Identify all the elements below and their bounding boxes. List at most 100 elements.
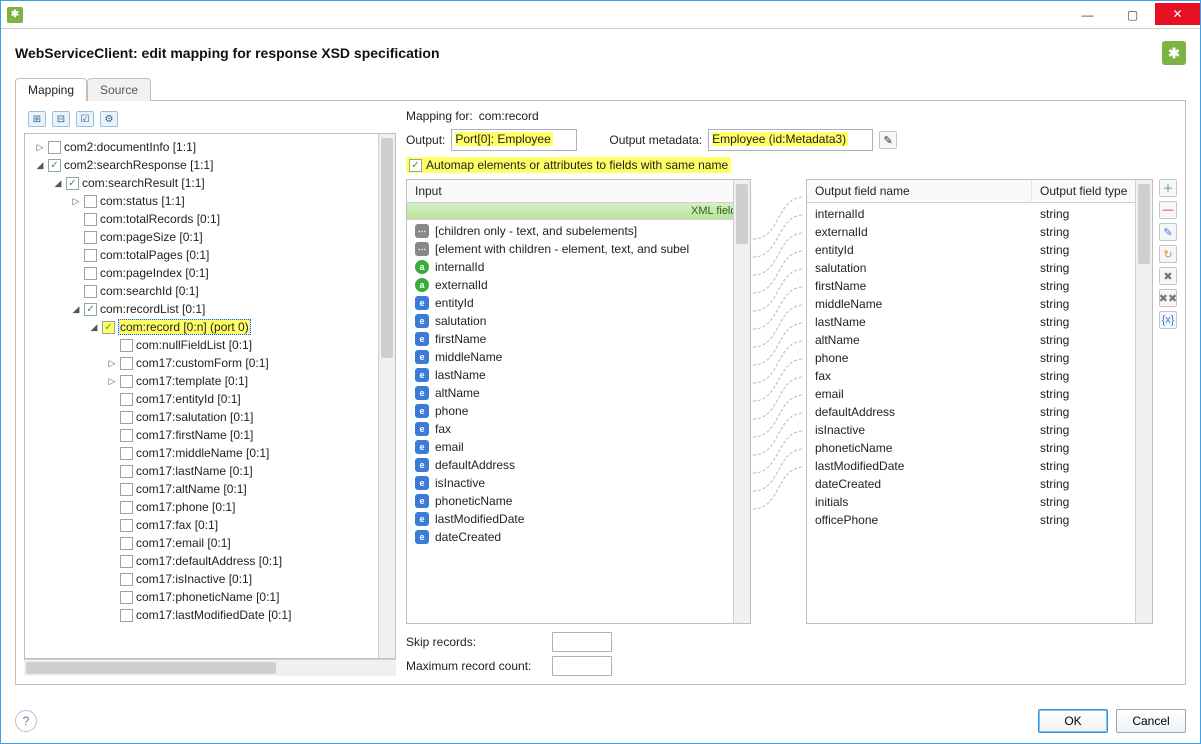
input-item[interactable]: firstName (407, 330, 750, 348)
tree-node[interactable]: com17:phone [0:1] (29, 498, 391, 516)
output-row[interactable]: lastModifiedDatestring (807, 457, 1152, 475)
tree-node[interactable]: ◢com:recordList [0:1] (29, 300, 391, 318)
input-item[interactable]: email (407, 438, 750, 456)
tree-node[interactable]: com:pageSize [0:1] (29, 228, 391, 246)
input-item[interactable]: phone (407, 402, 750, 420)
tab-mapping[interactable]: Mapping (15, 78, 87, 101)
input-item[interactable]: lastModifiedDate (407, 510, 750, 528)
max-input[interactable] (552, 656, 612, 676)
output-row[interactable]: altNamestring (807, 331, 1152, 349)
tree-container[interactable]: ▷com2:documentInfo [1:1]◢com2:searchResp… (24, 133, 396, 659)
tree-checkbox[interactable] (120, 537, 133, 550)
input-item[interactable]: [children only - text, and subelements] (407, 222, 750, 240)
ok-button[interactable]: OK (1038, 709, 1108, 733)
tree-node[interactable]: com17:isInactive [0:1] (29, 570, 391, 588)
tree-checkbox[interactable] (120, 609, 133, 622)
tree-node[interactable]: com17:altName [0:1] (29, 480, 391, 498)
tree-checkbox[interactable] (120, 591, 133, 604)
tree-checkbox[interactable] (84, 285, 97, 298)
input-item[interactable]: internalId (407, 258, 750, 276)
tree-node[interactable]: com17:entityId [0:1] (29, 390, 391, 408)
tree-checkbox[interactable] (120, 555, 133, 568)
check-all-button[interactable]: ☑ (76, 111, 94, 127)
collapse-all-button[interactable]: ⊟ (52, 111, 70, 127)
tree-checkbox[interactable] (48, 159, 61, 172)
tree-node[interactable]: ▷com:status [1:1] (29, 192, 391, 210)
automap-checkbox[interactable] (409, 159, 422, 172)
disclose-icon[interactable]: ▷ (107, 358, 117, 369)
tree-node[interactable]: com17:fax [0:1] (29, 516, 391, 534)
tree-node[interactable]: ◢com:record [0:n] (port 0) (29, 318, 391, 336)
disclose-icon[interactable]: ▷ (35, 142, 45, 153)
input-item[interactable]: lastName (407, 366, 750, 384)
tree-node[interactable]: com:totalPages [0:1] (29, 246, 391, 264)
tree-checkbox[interactable] (66, 177, 79, 190)
tree-node[interactable]: com17:email [0:1] (29, 534, 391, 552)
output-row[interactable]: officePhonestring (807, 511, 1152, 529)
tree-node[interactable]: com:searchId [0:1] (29, 282, 391, 300)
maximize-button[interactable]: ▢ (1110, 4, 1155, 26)
tree-checkbox[interactable] (120, 411, 133, 424)
output-select[interactable]: Port[0]: Employee (451, 129, 577, 151)
disclose-icon[interactable]: ◢ (35, 160, 45, 171)
help-button[interactable]: ? (15, 710, 37, 732)
output-row[interactable]: salutationstring (807, 259, 1152, 277)
tree-node[interactable]: com17:middleName [0:1] (29, 444, 391, 462)
tree-checkbox[interactable] (84, 213, 97, 226)
input-item[interactable]: altName (407, 384, 750, 402)
output-row[interactable]: phoneticNamestring (807, 439, 1152, 457)
tree-checkbox[interactable] (120, 465, 133, 478)
tree-node[interactable]: ▷com17:customForm [0:1] (29, 354, 391, 372)
input-item[interactable]: salutation (407, 312, 750, 330)
tree-checkbox[interactable] (48, 141, 61, 154)
output-row[interactable]: emailstring (807, 385, 1152, 403)
tree-checkbox[interactable] (120, 357, 133, 370)
tree-node[interactable]: com17:lastName [0:1] (29, 462, 391, 480)
tree-node[interactable]: ▷com17:template [0:1] (29, 372, 391, 390)
disclose-icon[interactable]: ◢ (89, 322, 99, 333)
tree-node[interactable]: com:nullFieldList [0:1] (29, 336, 391, 354)
tree-node[interactable]: com:totalRecords [0:1] (29, 210, 391, 228)
tree-node[interactable]: com:pageIndex [0:1] (29, 264, 391, 282)
tree-checkbox[interactable] (84, 249, 97, 262)
input-list[interactable]: Input XML fields [children only - text, … (406, 179, 751, 624)
tree-node[interactable]: ▷com2:documentInfo [1:1] (29, 138, 391, 156)
tree-node[interactable]: ◢com2:searchResponse [1:1] (29, 156, 391, 174)
input-item[interactable]: entityId (407, 294, 750, 312)
input-item[interactable]: externalId (407, 276, 750, 294)
tree-node[interactable]: com17:phoneticName [0:1] (29, 588, 391, 606)
tree-checkbox[interactable] (120, 339, 133, 352)
tree-vscroll[interactable] (378, 134, 395, 658)
clear-button[interactable]: ✖ (1159, 267, 1177, 285)
output-row[interactable]: lastNamestring (807, 313, 1152, 331)
output-row[interactable]: faxstring (807, 367, 1152, 385)
tree-checkbox[interactable] (120, 447, 133, 460)
add-field-button[interactable]: ＋ (1159, 179, 1177, 197)
tree-checkbox[interactable] (84, 303, 97, 316)
output-row[interactable]: defaultAddressstring (807, 403, 1152, 421)
disclose-icon[interactable]: ▷ (107, 376, 117, 387)
edit-field-button[interactable]: ✎ (1159, 223, 1177, 241)
output-row[interactable]: initialsstring (807, 493, 1152, 511)
skip-input[interactable] (552, 632, 612, 652)
output-row[interactable]: phonestring (807, 349, 1152, 367)
tree-hscroll[interactable] (24, 659, 396, 676)
output-row[interactable]: isInactivestring (807, 421, 1152, 439)
output-vscroll[interactable] (1135, 180, 1152, 623)
input-vscroll[interactable] (733, 180, 750, 623)
input-item[interactable]: defaultAddress (407, 456, 750, 474)
expand-all-button[interactable]: ⊞ (28, 111, 46, 127)
disclose-icon[interactable]: ◢ (53, 178, 63, 189)
tree-node[interactable]: com17:defaultAddress [0:1] (29, 552, 391, 570)
input-item[interactable]: fax (407, 420, 750, 438)
tree-checkbox[interactable] (84, 231, 97, 244)
tree-checkbox[interactable] (84, 195, 97, 208)
tree-checkbox[interactable] (120, 519, 133, 532)
tree-checkbox[interactable] (120, 429, 133, 442)
cancel-button[interactable]: Cancel (1116, 709, 1186, 733)
input-item[interactable]: dateCreated (407, 528, 750, 546)
tree-config-button[interactable]: ⚙ (100, 111, 118, 127)
disclose-icon[interactable]: ▷ (71, 196, 81, 207)
input-item[interactable]: phoneticName (407, 492, 750, 510)
input-item[interactable]: middleName (407, 348, 750, 366)
